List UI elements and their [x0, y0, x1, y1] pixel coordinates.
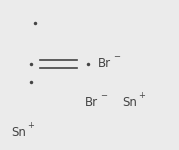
Text: Sn: Sn — [12, 126, 26, 139]
Text: +: + — [138, 91, 145, 100]
Text: Br: Br — [98, 57, 111, 70]
Text: −: − — [113, 52, 120, 61]
Text: +: + — [27, 121, 34, 130]
Text: −: − — [100, 91, 107, 100]
Text: Sn: Sn — [123, 96, 137, 109]
Text: Br: Br — [85, 96, 98, 109]
